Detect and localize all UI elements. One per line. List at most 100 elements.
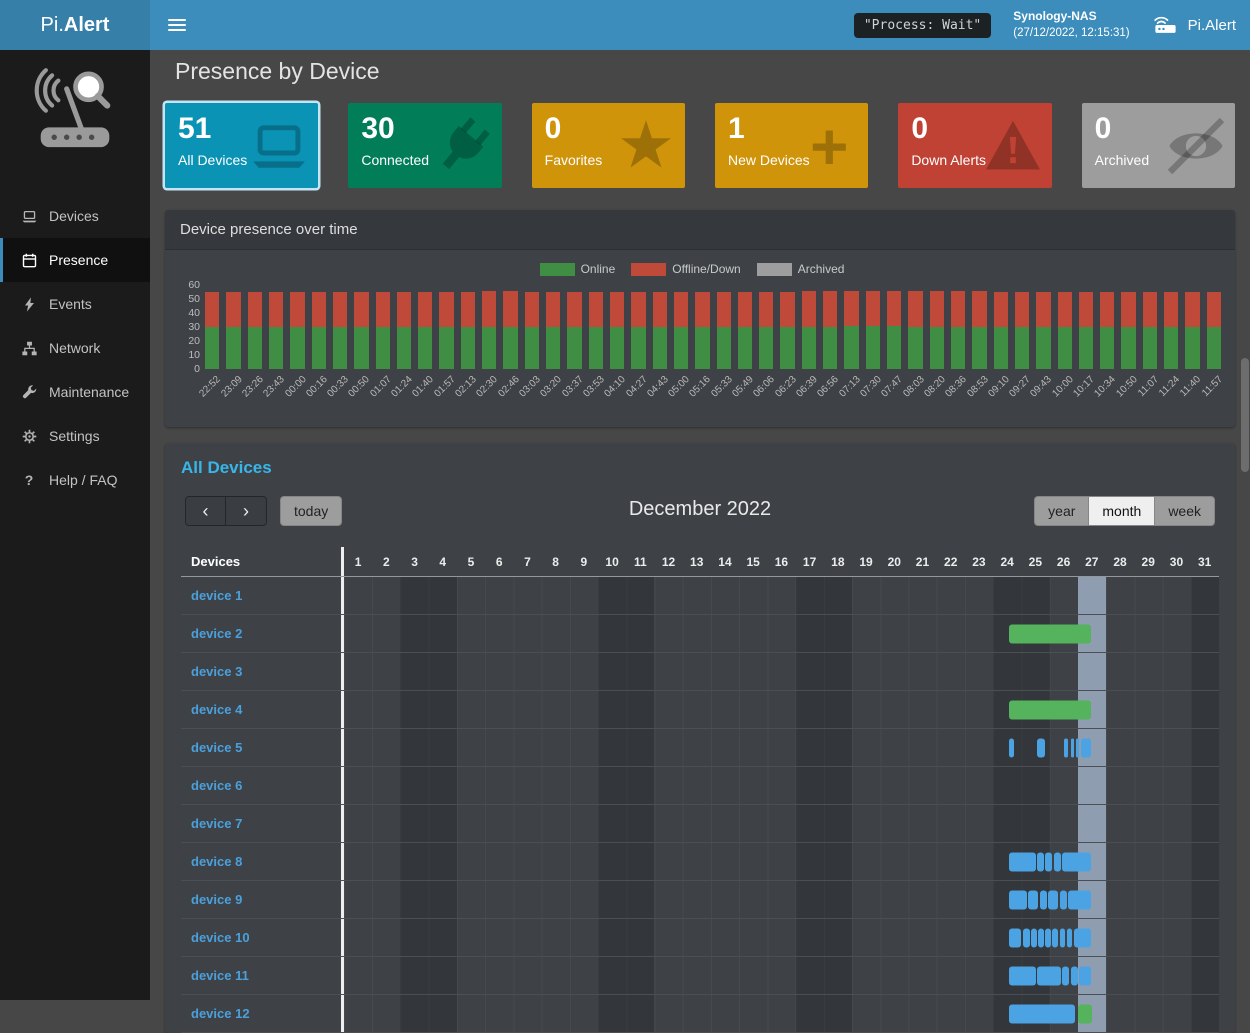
device-link[interactable]: device 10 [191,930,250,945]
device-row: device 5 [181,729,1219,767]
weekend-column [824,919,852,956]
device-row: device 7 [181,805,1219,843]
device-link[interactable]: device 9 [191,892,242,907]
weekend-column [598,957,626,994]
device-link[interactable]: device 11 [191,968,249,983]
device-link[interactable]: device 1 [191,588,242,603]
weekend-column [824,729,852,766]
chart-bar [887,291,901,369]
weekend-column [796,615,824,652]
chart-bar [333,292,347,369]
device-link[interactable]: device 12 [191,1006,250,1021]
weekend-column [1191,729,1219,766]
y-axis-tick: 30 [188,321,200,333]
weekend-column [598,881,626,918]
x-axis-label: 03:53 [589,373,603,419]
sidebar-item-events[interactable]: Events [0,282,150,326]
sidebar-item-presence[interactable]: Presence [0,238,150,282]
device-link[interactable]: device 2 [191,626,242,641]
device-presence-grid [341,957,1219,994]
y-axis-tick: 10 [188,349,200,361]
brand-logo[interactable]: Pi.Alert [0,0,150,50]
weekend-column [429,577,457,614]
scrollbar-thumb[interactable] [1241,358,1249,472]
x-axis-label: 03:37 [567,373,581,419]
weekend-column [824,577,852,614]
chart-bar [802,291,816,369]
chart-bar [439,292,453,369]
device-presence-grid [341,615,1219,652]
presence-segment-session [1037,966,1061,985]
weekend-column [796,843,824,880]
chart-bar [823,291,837,369]
device-row: device 6 [181,767,1219,805]
chart-bar [717,292,731,369]
weekend-column [1191,577,1219,614]
presence-segment-session [1064,738,1068,757]
device-link[interactable]: device 8 [191,854,242,869]
sidebar-item-maintenance[interactable]: Maintenance [0,370,150,414]
device-link[interactable]: device 5 [191,740,242,755]
sidebar-item-settings[interactable]: Settings [0,414,150,458]
calendar-view-year-button[interactable]: year [1034,496,1089,526]
today-column [1078,767,1106,804]
calendar-view-week-button[interactable]: week [1155,496,1215,526]
presence-segment-session [1067,928,1073,947]
device-row: device 8 [181,843,1219,881]
sidebar-item-help-faq[interactable]: ?Help / FAQ [0,458,150,502]
calendar-view-month-button[interactable]: month [1089,496,1155,526]
pialert-router-logo-icon [0,50,150,194]
weekend-column [626,843,654,880]
x-axis-label: 06:56 [823,373,837,419]
presence-segment-session [1062,852,1091,871]
y-axis-tick: 20 [188,335,200,347]
device-row: device 2 [181,615,1219,653]
device-row: device 1 [181,577,1219,615]
x-axis-label: 10:17 [1079,373,1093,419]
brand-alert: Alert [64,14,110,37]
sidebar-toggle-icon[interactable] [168,19,186,31]
x-axis-label: 11:07 [1143,373,1157,419]
top-navbar: Pi.Alert "Process: Wait" Synology-NAS (2… [0,0,1250,50]
presence-chart-title: Device presence over time [165,210,1235,250]
weekend-column [1021,729,1049,766]
chart-bar [908,291,922,369]
day-header: 26 [1049,555,1077,569]
day-header: 5 [457,555,485,569]
plug-icon [432,115,494,177]
x-axis-label: 01:40 [418,373,432,419]
device-link[interactable]: device 7 [191,816,242,831]
day-header: 17 [796,555,824,569]
sidebar-item-devices[interactable]: Devices [0,194,150,238]
vertical-scrollbar[interactable] [1240,50,1250,1000]
device-row: device 12 [181,995,1219,1033]
legend-label: Archived [798,262,845,276]
day-header: 1 [344,555,372,569]
device-link[interactable]: device 3 [191,664,242,679]
day-header: 7 [513,555,541,569]
device-presence-grid [341,881,1219,918]
chart-bar [482,291,496,369]
chart-bar [994,292,1008,369]
weekend-column [796,919,824,956]
chart-bar [1207,292,1221,369]
y-axis-tick: 0 [194,363,200,375]
weekend-column [824,805,852,842]
sidebar-item-network[interactable]: Network [0,326,150,370]
device-presence-grid [341,995,1219,1032]
star-icon: ★ [615,115,677,177]
weekend-column [796,653,824,690]
sidebar-item-label: Settings [49,428,100,444]
device-link[interactable]: device 6 [191,778,242,793]
nav-brand-right[interactable]: Pi.Alert [1152,14,1236,36]
device-link[interactable]: device 4 [191,702,242,717]
laptop-icon [20,209,38,224]
